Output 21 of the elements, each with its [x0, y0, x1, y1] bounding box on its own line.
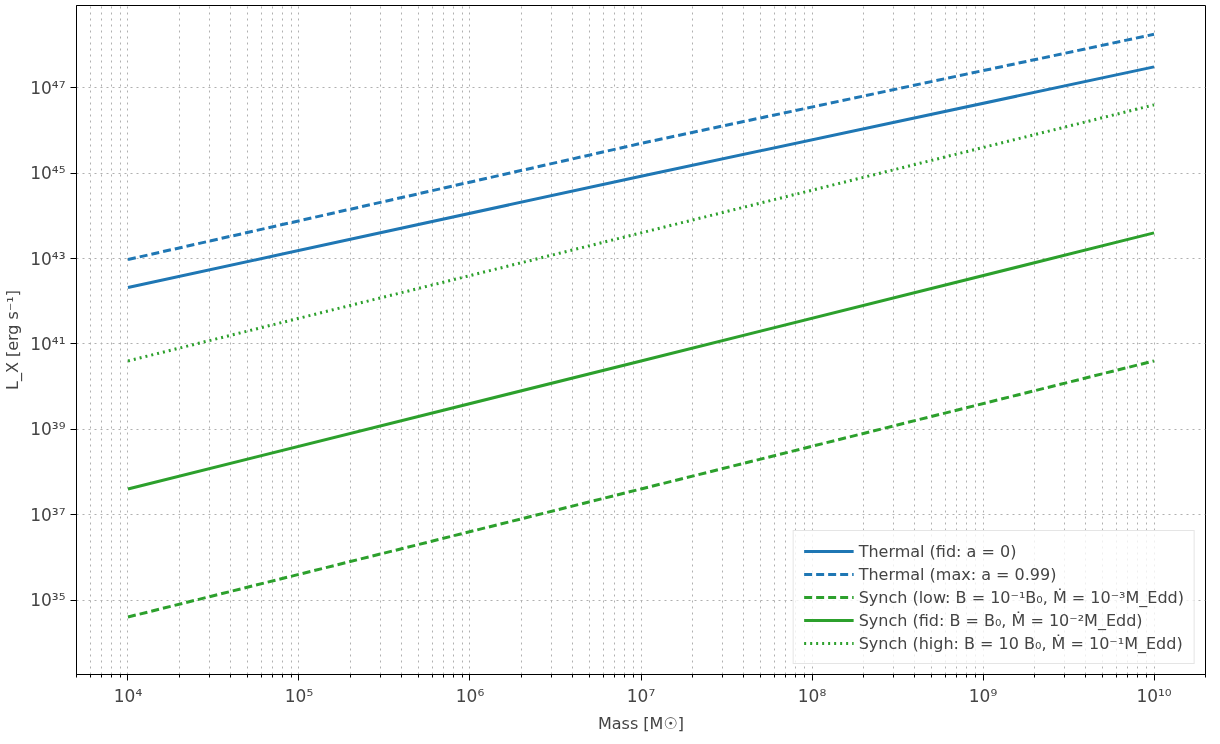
legend-label: Synch (fid: B = B₀, Ṁ = 10⁻²M_Edd) [858, 610, 1143, 630]
y-tick-label: 10⁴⁵ [30, 163, 66, 184]
y-tick-label: 10⁴¹ [30, 333, 66, 354]
x-tick-label: 10⁶ [455, 685, 485, 706]
legend-label: Synch (low: B = 10⁻¹B₀, Ṁ = 10⁻³M_Edd) [858, 587, 1184, 607]
y-axis-title: L_X [erg s⁻¹] [3, 289, 24, 391]
x-tick-label: 10¹⁰ [1136, 685, 1172, 706]
legend-label: Synch (high: B = 10 B₀, Ṁ = 10⁻¹M_Edd) [858, 633, 1183, 653]
x-tick-label: 10⁵ [284, 685, 314, 706]
y-tick-label: 10³⁹ [30, 419, 66, 440]
x-tick-label: 10⁷ [626, 685, 656, 706]
legend-label: Thermal (fid: a = 0) [858, 541, 1017, 561]
legend-label: Thermal (max: a = 0.99) [858, 564, 1057, 584]
x-tick-label: 10⁹ [968, 685, 998, 706]
y-tick-label: 10³⁵ [30, 590, 66, 611]
y-tick-label: 10⁴⁷ [30, 77, 66, 98]
x-axis-title: Mass [M☉] [598, 713, 684, 733]
y-tick-label: 10⁴³ [30, 248, 66, 269]
x-tick-label: 10⁸ [797, 685, 827, 706]
x-tick-label: 10⁴ [113, 685, 143, 706]
y-tick-label: 10³⁷ [30, 504, 66, 525]
